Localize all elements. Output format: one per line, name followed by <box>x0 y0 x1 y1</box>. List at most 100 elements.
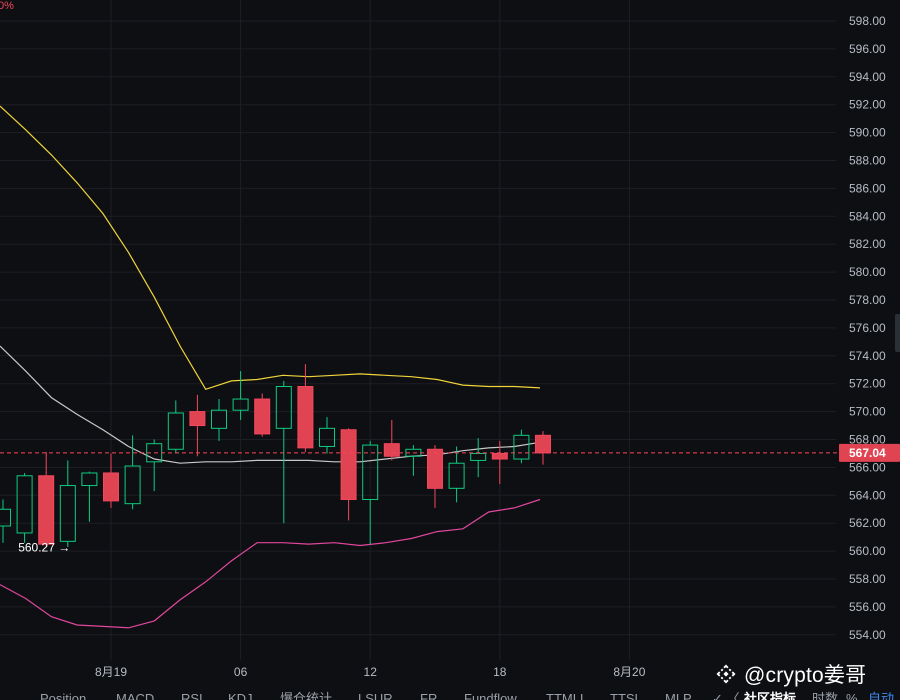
price-tick-label: 578.00 <box>849 293 886 307</box>
time-tick-label: 06 <box>234 665 248 679</box>
candle-up <box>362 440 379 545</box>
candle-body <box>362 444 379 500</box>
candle-up <box>232 371 249 420</box>
indicator-tabs: Position MACD RSI KDJ 爆仓统计 LSUR FR Fundflow TTML… <box>0 688 900 700</box>
indicator-tab[interactable]: Fundflow <box>464 691 517 700</box>
candle-down <box>383 419 400 461</box>
price-tick-label: 580.00 <box>849 265 886 279</box>
indicator-tab[interactable]: KDJ <box>228 691 253 700</box>
indicator-tab[interactable]: 社区指标 <box>744 691 797 700</box>
indicator-tab[interactable]: 时数 <box>812 691 839 700</box>
time-tick-label: 12 <box>364 665 378 679</box>
candle-up <box>146 439 163 492</box>
candle-body <box>470 452 487 461</box>
candle-body <box>0 508 11 527</box>
indicator-tab[interactable]: TTSL <box>610 691 642 700</box>
last-price-tag <box>839 443 900 462</box>
candle-body <box>124 465 141 505</box>
candle-down <box>189 394 206 457</box>
indicator-tab[interactable]: 自动 <box>868 691 895 700</box>
candle-up <box>124 435 141 510</box>
candle-body <box>189 411 206 427</box>
candle-body <box>535 434 551 454</box>
price-tick-label: 594.00 <box>849 70 886 84</box>
indicator-tab[interactable]: 爆仓统计 <box>280 691 333 700</box>
candle-up <box>167 400 184 454</box>
candle-body <box>38 475 55 545</box>
top-percent-label: 0% <box>0 0 14 12</box>
price-tick-label: 582.00 <box>849 237 886 251</box>
candle-up <box>513 429 530 464</box>
price-tick-label: 560.00 <box>849 544 886 558</box>
candle-body <box>340 429 357 500</box>
candle-up <box>470 438 487 478</box>
indicator-tab[interactable]: LSUR <box>358 691 393 700</box>
candle-up <box>448 446 465 503</box>
price-tick-label: 554.00 <box>849 628 886 642</box>
price-tick-label: 590.00 <box>849 126 886 140</box>
candle-body <box>383 443 400 457</box>
candle-body <box>232 398 249 411</box>
price-tick-label: 568.00 <box>849 433 886 447</box>
price-tick-label: 556.00 <box>849 600 886 614</box>
candle-up <box>275 380 292 524</box>
candle-body <box>103 472 119 502</box>
last-price-tag-text: 567.04 <box>849 446 886 460</box>
candle-down <box>491 440 508 485</box>
indicator-tab[interactable]: ✓ 〈 <box>712 691 740 700</box>
price-tick-label: 572.00 <box>849 377 886 391</box>
candle-body <box>513 434 530 460</box>
price-tick-label: 562.00 <box>849 516 886 530</box>
watermark: @crypto姜哥 <box>714 660 866 688</box>
price-tick-label: 588.00 <box>849 154 886 168</box>
price-tick-label: 558.00 <box>849 572 886 586</box>
price-axis-bg <box>838 0 900 660</box>
price-tick-label: 598.00 <box>849 14 886 28</box>
candle-up <box>59 460 76 547</box>
candle-down <box>535 431 551 465</box>
candle-body <box>81 472 98 487</box>
time-tick-label: 18 <box>493 665 507 679</box>
candle-up <box>211 399 227 441</box>
candle-body <box>16 475 33 534</box>
candle-up <box>0 499 11 543</box>
candle-down <box>103 453 119 508</box>
upper-band-line <box>0 105 541 391</box>
candle-body <box>167 412 184 450</box>
price-tick-label: 564.00 <box>849 488 886 502</box>
candle-up <box>16 472 33 543</box>
time-tick-label: 8月20 <box>613 665 645 679</box>
candle-body <box>319 427 335 447</box>
price-axis[interactable]: 598.00 596.00 594.00 592.00 590.00 588.00 586.… <box>838 0 900 660</box>
price-tick-label: 574.00 <box>849 349 886 363</box>
grid <box>0 0 836 660</box>
price-tick-label: 576.00 <box>849 321 886 335</box>
candle-body <box>448 462 465 489</box>
candle-down <box>297 364 314 453</box>
indicator-tab[interactable]: MACD <box>116 691 155 700</box>
price-tick-label: 566.00 <box>849 460 886 474</box>
watermark-text: @crypto姜哥 <box>744 664 867 687</box>
candle-body <box>491 452 508 460</box>
side-panel-handle[interactable] <box>895 314 900 352</box>
candle-down <box>427 445 443 508</box>
candle-body <box>297 385 314 449</box>
candle-down <box>38 452 55 548</box>
time-tick-label: 8月19 <box>95 665 127 679</box>
indicator-tab[interactable]: RSI <box>181 691 203 700</box>
time-axis[interactable]: 8月19 06 12 18 8月20 <box>95 665 646 679</box>
indicator-tab[interactable]: MLP <box>665 691 692 700</box>
indicator-tab[interactable]: FR <box>420 691 438 700</box>
indicator-tab[interactable]: TTMLL <box>546 691 588 700</box>
bollinger-bands <box>0 105 541 629</box>
candle-body <box>59 485 76 542</box>
candle-down <box>254 393 271 437</box>
candle-up <box>319 417 335 454</box>
candle-body <box>254 398 271 435</box>
indicator-tab[interactable]: % <box>846 691 858 700</box>
indicator-tab[interactable]: Position <box>40 691 87 700</box>
lower-band-line <box>0 498 541 629</box>
price-tick-label: 596.00 <box>849 42 886 56</box>
candle-up <box>81 471 98 522</box>
